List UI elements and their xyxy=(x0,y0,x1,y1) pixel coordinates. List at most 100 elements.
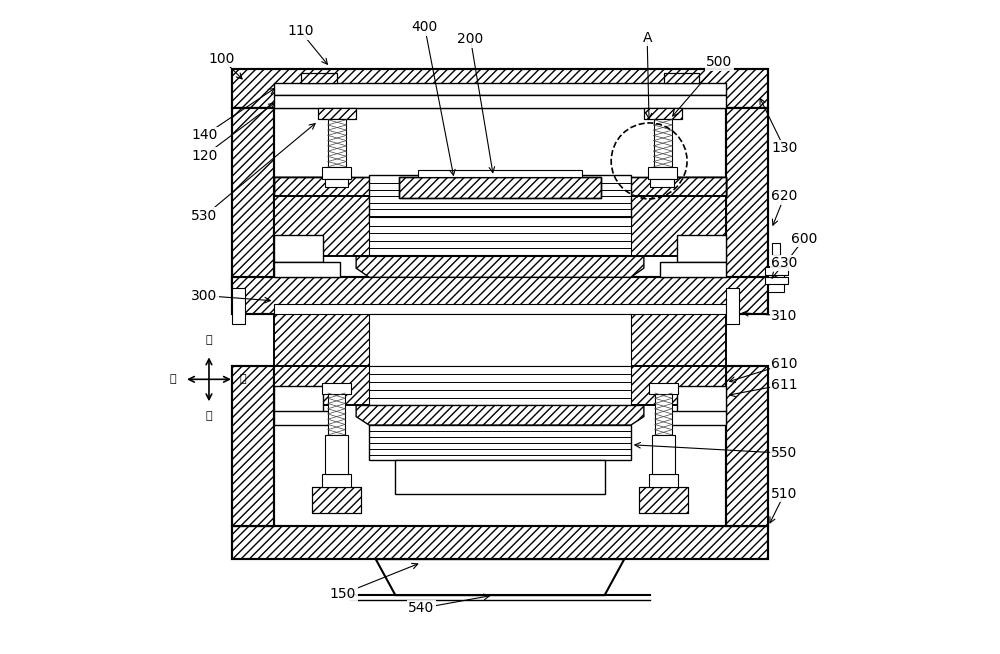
Bar xyxy=(322,167,351,179)
Bar xyxy=(318,108,356,119)
Bar xyxy=(232,108,274,288)
Bar xyxy=(768,266,784,292)
Bar xyxy=(395,460,605,494)
Bar xyxy=(232,366,274,526)
Bar xyxy=(399,177,601,198)
Bar xyxy=(644,108,682,119)
Bar xyxy=(644,108,682,119)
Bar xyxy=(660,262,726,277)
Bar xyxy=(232,526,768,559)
Bar xyxy=(726,108,768,288)
Bar xyxy=(232,366,274,526)
Text: 110: 110 xyxy=(287,24,314,39)
Bar xyxy=(664,73,699,83)
Bar xyxy=(274,196,726,256)
Text: 530: 530 xyxy=(191,209,218,223)
Bar xyxy=(677,177,726,196)
Bar xyxy=(232,288,245,324)
Bar xyxy=(301,73,336,83)
Text: 400: 400 xyxy=(412,20,438,35)
Bar xyxy=(232,526,768,559)
Bar xyxy=(639,487,688,513)
Bar xyxy=(328,119,346,167)
Bar xyxy=(312,487,361,513)
Bar xyxy=(369,366,631,405)
Text: 左: 左 xyxy=(170,374,176,385)
Bar xyxy=(232,277,768,314)
Bar xyxy=(765,267,788,275)
Bar xyxy=(765,277,788,284)
Bar xyxy=(312,487,361,513)
Text: 540: 540 xyxy=(408,601,435,615)
Text: 130: 130 xyxy=(771,141,798,156)
Bar xyxy=(677,235,726,262)
Bar xyxy=(274,314,726,366)
Text: 120: 120 xyxy=(191,148,218,163)
Bar xyxy=(274,177,323,196)
Text: 310: 310 xyxy=(771,309,798,323)
Bar xyxy=(369,217,631,255)
Bar xyxy=(274,235,323,262)
Bar xyxy=(639,487,688,513)
Bar xyxy=(726,366,768,526)
Bar xyxy=(274,366,726,405)
Bar xyxy=(677,177,726,196)
Bar xyxy=(322,474,351,487)
Bar xyxy=(650,179,674,187)
Bar xyxy=(325,435,348,474)
Bar xyxy=(232,69,768,108)
Polygon shape xyxy=(376,559,624,595)
Bar xyxy=(274,304,726,314)
Bar xyxy=(274,366,726,405)
Bar xyxy=(325,179,348,187)
Bar xyxy=(274,95,726,108)
Bar xyxy=(418,170,582,177)
Bar xyxy=(322,383,351,394)
Text: 140: 140 xyxy=(191,128,218,143)
Bar xyxy=(664,73,699,83)
Text: 610: 610 xyxy=(771,357,798,371)
Bar xyxy=(274,83,726,95)
Text: 100: 100 xyxy=(209,52,235,66)
Bar xyxy=(726,366,768,526)
Bar xyxy=(232,69,768,108)
Text: 600: 600 xyxy=(791,232,817,246)
Bar xyxy=(399,177,601,198)
Text: 510: 510 xyxy=(771,487,798,501)
Bar xyxy=(654,119,672,167)
Bar xyxy=(369,175,631,222)
Text: 620: 620 xyxy=(771,189,798,203)
Bar xyxy=(301,73,336,83)
Bar xyxy=(652,435,675,474)
Bar xyxy=(655,392,672,435)
Polygon shape xyxy=(356,256,644,277)
Text: 右: 右 xyxy=(239,374,246,385)
Bar xyxy=(648,167,677,179)
Bar xyxy=(677,386,726,412)
Text: 611: 611 xyxy=(771,377,798,392)
Bar xyxy=(274,177,726,196)
Bar xyxy=(232,277,768,314)
Bar xyxy=(328,392,345,435)
Bar xyxy=(318,108,356,119)
Text: 上: 上 xyxy=(206,335,212,345)
Text: 300: 300 xyxy=(191,288,218,303)
Text: 上: 上 xyxy=(206,411,212,421)
Text: A: A xyxy=(642,31,652,45)
Bar xyxy=(660,411,726,425)
Bar xyxy=(772,243,780,255)
Bar xyxy=(369,425,631,460)
Bar xyxy=(649,474,678,487)
Bar xyxy=(649,383,678,394)
Bar xyxy=(726,288,739,324)
Bar xyxy=(274,411,340,425)
Bar xyxy=(274,262,340,277)
Bar xyxy=(274,196,726,256)
Text: 500: 500 xyxy=(706,55,732,69)
Bar xyxy=(232,108,274,288)
Bar xyxy=(274,386,323,412)
Text: 150: 150 xyxy=(330,587,356,601)
Polygon shape xyxy=(356,405,644,425)
Text: 630: 630 xyxy=(771,256,798,270)
Bar xyxy=(274,177,726,196)
